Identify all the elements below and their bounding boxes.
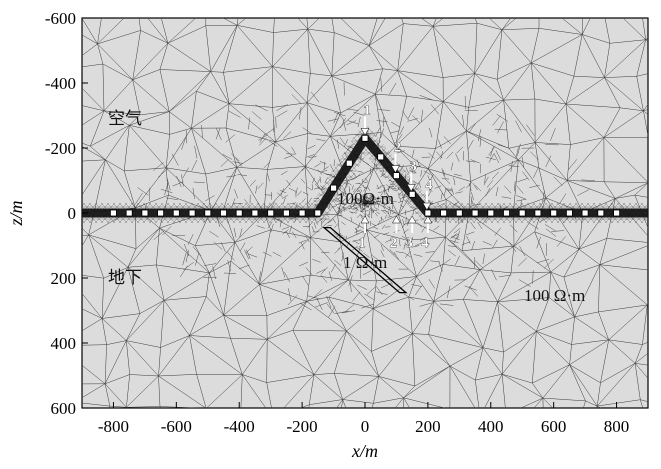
x-tick-label: 800 — [604, 417, 630, 436]
electrode-marker — [314, 209, 322, 217]
source-number-label: 2 — [394, 141, 401, 156]
source-arrowhead — [391, 165, 400, 174]
electrode-marker — [345, 159, 353, 167]
electrode-marker — [298, 209, 306, 217]
electrode-marker — [220, 209, 227, 217]
electrode-marker — [188, 209, 196, 217]
electrode-marker — [534, 209, 542, 217]
receiver-number-label: 4 — [421, 236, 428, 251]
electrode-marker — [581, 209, 589, 217]
source-number-label: 1 — [364, 103, 371, 118]
source-number-label: 4 — [425, 178, 432, 193]
electrode-marker — [424, 209, 432, 217]
x-tick-label: 0 — [361, 417, 370, 436]
electrode-marker — [455, 209, 463, 217]
x-tick-label: -200 — [287, 417, 318, 436]
conductor-resistivity-label: 1 Ω·m — [343, 253, 387, 272]
z-tick-label: 400 — [51, 334, 77, 353]
x-axis-ticks: -800 -600 -400 -200 0 200 400 600 800 — [98, 402, 629, 436]
electrode-marker — [125, 209, 133, 217]
receiver-arrowhead — [360, 215, 370, 224]
electrode-marker — [503, 209, 510, 217]
receiver-arrowhead — [423, 215, 433, 224]
electrode-marker — [157, 209, 165, 217]
z-tick-label: 600 — [51, 399, 77, 418]
electrode-marker — [235, 209, 243, 217]
electrode-marker — [518, 209, 526, 217]
z-tick-label: 200 — [51, 269, 77, 288]
z-axis-title: z/m — [6, 200, 26, 226]
x-axis-title: x/m — [351, 441, 378, 461]
hill-resistivity-label: 100Ω·m — [337, 189, 394, 208]
x-tick-label: 400 — [478, 417, 504, 436]
electrode-marker — [550, 209, 558, 217]
receiver-arrowhead — [392, 215, 401, 224]
electrode-marker — [251, 209, 259, 217]
underground-label: 地下 — [108, 268, 142, 287]
electrode-marker — [110, 209, 117, 217]
electrode-marker — [172, 209, 180, 217]
electrode-marker — [377, 153, 385, 161]
electrode-marker — [471, 209, 479, 217]
background-resistivity-label: 100 Ω·m — [524, 286, 585, 305]
electrode-marker — [613, 209, 620, 217]
receiver-arrowhead — [407, 215, 417, 224]
electrode-marker — [141, 209, 149, 217]
electrode-markers — [110, 134, 620, 217]
electrode-marker — [267, 209, 275, 217]
z-tick-label: 0 — [68, 204, 77, 223]
electrode-marker — [597, 209, 605, 217]
source-arrowhead — [422, 202, 432, 211]
electrode-marker — [440, 209, 448, 217]
x-tick-label: 200 — [415, 417, 441, 436]
z-tick-label: -200 — [45, 139, 76, 158]
receiver-number-label: 1 — [359, 236, 366, 251]
conductor-body — [322, 226, 408, 294]
electrode-marker — [566, 209, 573, 217]
source-arrowhead — [360, 128, 370, 136]
x-tick-label: -600 — [161, 417, 192, 436]
source-arrowhead — [406, 184, 416, 192]
electrode-marker — [487, 209, 495, 217]
electrode-marker — [330, 184, 338, 192]
electrode-marker — [282, 209, 290, 217]
x-tick-label: -800 — [98, 417, 129, 436]
z-tick-label: -600 — [45, 9, 76, 28]
electrode-marker — [408, 190, 416, 198]
x-tick-label: 600 — [541, 417, 567, 436]
electrode-marker — [392, 172, 400, 180]
electrode-marker — [204, 209, 212, 217]
mesh-lines — [82, 18, 648, 408]
triangular-mesh — [82, 18, 648, 408]
air-label: 空气 — [108, 109, 142, 128]
source-number-label: 3 — [410, 159, 417, 174]
receiver-number-label: 2 — [390, 236, 397, 251]
z-tick-label: -400 — [45, 74, 76, 93]
x-tick-label: -400 — [224, 417, 255, 436]
z-axis-ticks: -600 -400 -200 0 200 400 600 — [45, 9, 88, 418]
receiver-number-label: 3 — [406, 236, 413, 251]
electrode-marker — [361, 134, 369, 142]
